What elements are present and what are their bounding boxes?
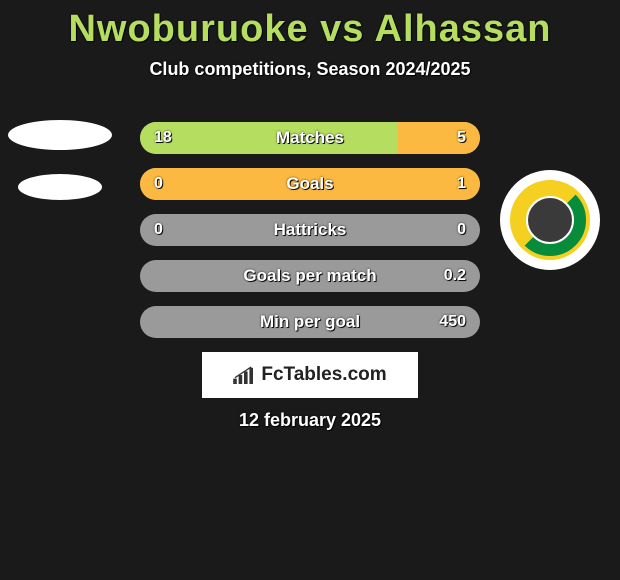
bar-value-right: 1 <box>457 168 466 200</box>
badge-ellipse <box>8 120 112 150</box>
badge-ellipse <box>18 174 102 200</box>
date-text: 12 february 2025 <box>0 410 620 431</box>
stat-bar-row: Goals0 1 <box>140 168 480 200</box>
stat-bar-row: Matches18 5 <box>140 122 480 154</box>
brand-box: FcTables.com <box>202 352 418 398</box>
bar-value-right: 0 <box>457 214 466 246</box>
stat-bar-row: Hattricks0 0 <box>140 214 480 246</box>
page-title: Nwoburuoke vs Alhassan <box>0 0 620 51</box>
stat-bar-row: Min per goal450 <box>140 306 480 338</box>
bar-value-left: 18 <box>154 122 172 154</box>
brand-bars-icon <box>233 366 255 384</box>
bar-label: Hattricks <box>140 214 480 246</box>
bar-label: Min per goal <box>140 306 480 338</box>
player-right-badge <box>500 170 600 270</box>
stat-bar-row: Goals per match0.2 <box>140 260 480 292</box>
bar-label: Goals per match <box>140 260 480 292</box>
bar-label: Matches <box>140 122 480 154</box>
bar-value-right: 5 <box>457 122 466 154</box>
crest-inner <box>526 196 574 244</box>
page-subtitle: Club competitions, Season 2024/2025 <box>0 59 620 80</box>
player-left-badge <box>10 110 110 210</box>
bar-value-right: 0.2 <box>444 260 466 292</box>
brand-text: FcTables.com <box>261 364 386 386</box>
comparison-bars: Matches185Goals01Hattricks00Goals per ma… <box>140 122 480 352</box>
club-crest-icon <box>510 180 590 260</box>
bar-value-left: 0 <box>154 168 163 200</box>
bar-value-left: 0 <box>154 214 163 246</box>
bar-label: Goals <box>140 168 480 200</box>
bar-value-right: 450 <box>439 306 466 338</box>
